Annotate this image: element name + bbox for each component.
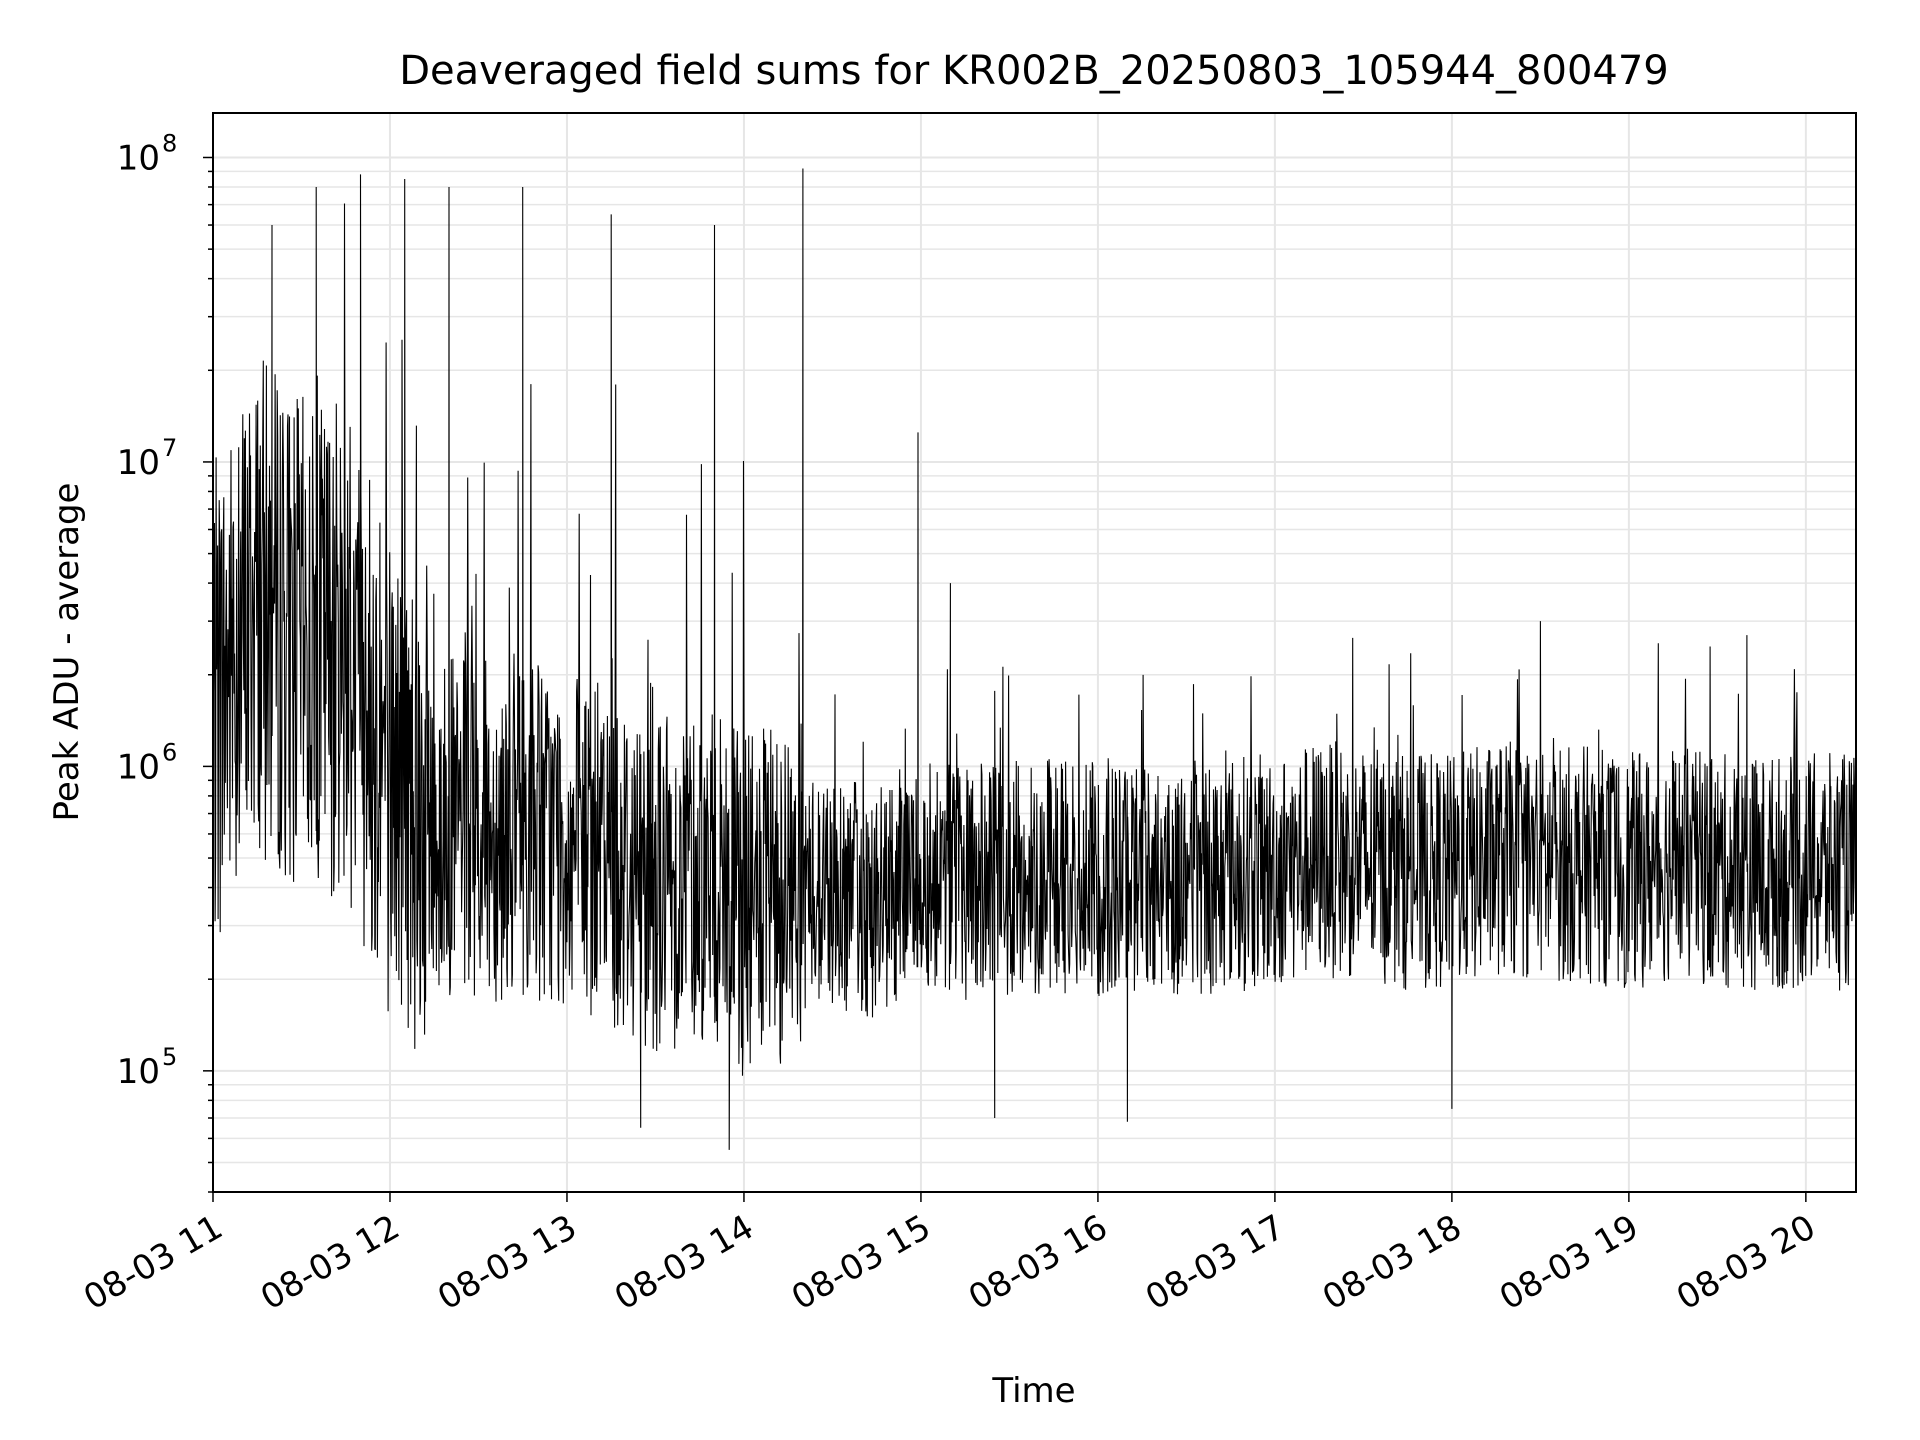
x-axis: 08-03 11 08-03 12 08-03 13 08-03 14 08-03 15… xyxy=(77,1192,1822,1318)
x-tick-label: 08-03 17 xyxy=(1139,1207,1291,1318)
plot-frame xyxy=(212,112,1857,1193)
y-tick-exponent: 5 xyxy=(162,1043,177,1071)
y-tick-label: 10 xyxy=(117,138,160,178)
y-tick-label: 10 xyxy=(117,747,160,787)
x-axis-label: Time xyxy=(991,1371,1075,1411)
y-tick-exponent: 7 xyxy=(162,434,177,462)
y-tick-label: 10 xyxy=(117,1052,160,1092)
x-tick-label: 08-03 20 xyxy=(1670,1207,1822,1318)
x-tick-label: 08-03 18 xyxy=(1316,1207,1468,1318)
y-axis-label: Peak ADU - average xyxy=(47,483,87,822)
x-tick-label: 08-03 12 xyxy=(254,1207,406,1318)
y-tick-exponent: 6 xyxy=(162,738,177,766)
x-tick-label: 08-03 15 xyxy=(785,1207,937,1318)
grid-lines xyxy=(212,113,1856,1193)
x-tick-label: 08-03 11 xyxy=(77,1207,229,1318)
series-layer xyxy=(212,168,1857,1150)
y-tick-exponent: 8 xyxy=(162,129,177,157)
x-tick-label: 08-03 14 xyxy=(608,1207,760,1318)
chart-title: Deaveraged field sums for KR002B_2025080… xyxy=(399,48,1669,94)
x-tick-label: 08-03 16 xyxy=(962,1207,1114,1318)
series-line xyxy=(212,168,1857,1150)
x-tick-label: 08-03 19 xyxy=(1493,1207,1645,1318)
x-tick-label: 08-03 13 xyxy=(431,1207,583,1318)
y-tick-label: 10 xyxy=(117,443,160,483)
